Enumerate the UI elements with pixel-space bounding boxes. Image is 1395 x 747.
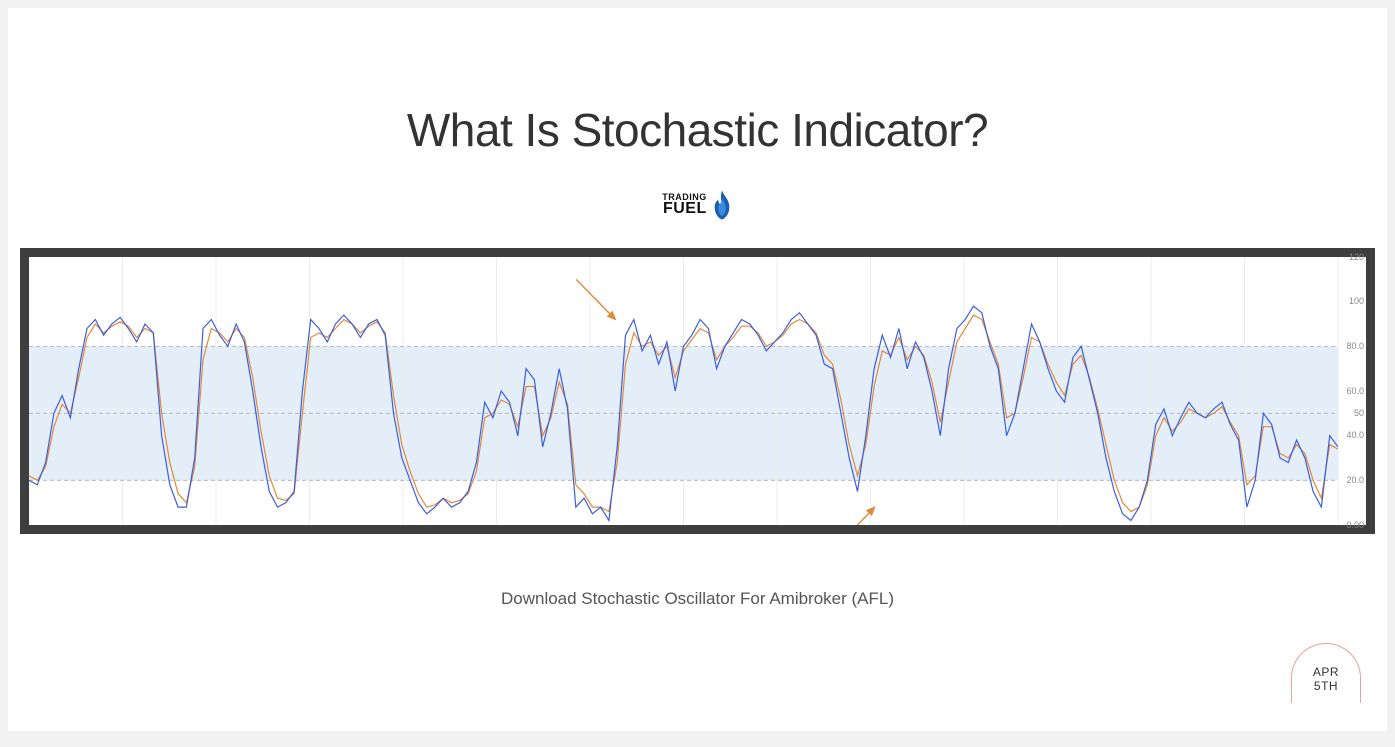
- date-badge: APR 5TH: [1291, 643, 1361, 703]
- y-tick-label: 60.0: [1346, 386, 1364, 396]
- date-month: APR: [1313, 665, 1339, 679]
- chart-frame: 0.00 20.0 40.0 50 60.0 80.0 100 120: [20, 248, 1375, 534]
- date-day: 5TH: [1314, 679, 1338, 693]
- y-tick-label: 120: [1349, 252, 1364, 262]
- logo-text: TRADING FUEL: [662, 194, 707, 215]
- logo-container: TRADING FUEL: [8, 187, 1387, 220]
- subtitle-link[interactable]: Download Stochastic Oscillator For Amibr…: [8, 589, 1387, 609]
- article-card: What Is Stochastic Indicator? TRADING FU…: [8, 8, 1387, 731]
- y-tick-label: 50: [1354, 408, 1364, 418]
- flame-icon: [711, 190, 733, 220]
- logo-line2: FUEL: [662, 202, 707, 216]
- y-tick-label: 20.0: [1346, 475, 1364, 485]
- brand-logo: TRADING FUEL: [662, 190, 733, 220]
- y-tick-label: 0.00: [1346, 520, 1364, 530]
- page-title: What Is Stochastic Indicator?: [8, 8, 1387, 157]
- y-tick-label: 80.0: [1346, 341, 1364, 351]
- y-tick-label: 40.0: [1346, 430, 1364, 440]
- stochastic-chart: [29, 257, 1366, 525]
- y-tick-label: 100: [1349, 296, 1364, 306]
